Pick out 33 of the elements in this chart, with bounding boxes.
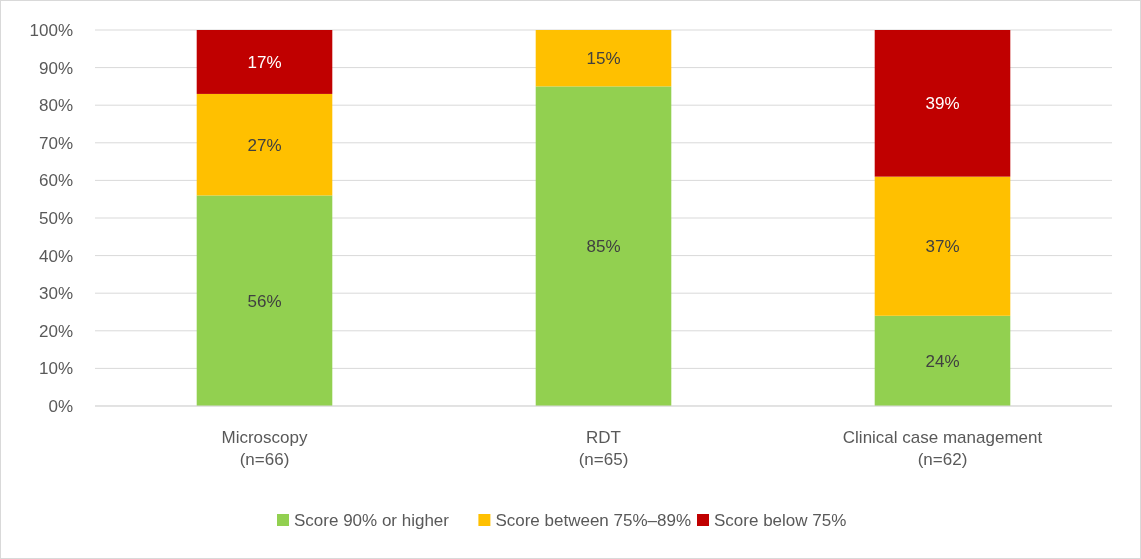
y-tick-label: 70% [38,133,73,153]
bar [196,195,333,406]
data-label: 17% [247,52,282,72]
x-tick-label: Clinical case management (n=62) [842,428,1043,469]
y-tick-label: 20% [38,321,73,341]
legend-label: Score between 75%–89% [495,510,692,530]
legend-label: Score 90% or higher [294,510,450,530]
legend-label: Score below 75% [714,510,847,530]
data-label: 15% [586,49,621,69]
data-label: 56% [247,291,282,311]
data-label: 85% [586,237,621,257]
bar [196,30,333,94]
data-label: 39% [925,94,960,114]
y-tick-label: 90% [38,58,73,78]
x-tick-label: RDT (n=65) [578,428,629,469]
bar [196,93,333,196]
y-tick-label: 60% [38,171,73,191]
y-tick-label: 80% [38,96,73,116]
data-label: 37% [925,237,960,257]
y-tick-label: 40% [38,246,73,266]
bar [535,86,672,406]
y-tick-label: 0% [48,396,73,416]
y-tick-label: 10% [38,359,73,379]
data-label: 27% [247,135,282,155]
bar [874,315,1011,406]
y-tick-label: 100% [29,20,73,40]
y-tick-label: 30% [38,284,73,304]
bar [874,30,1011,177]
y-tick-label: 50% [38,208,73,228]
bar [874,176,1011,316]
bar [535,30,672,87]
data-label: 24% [925,351,960,371]
x-tick-label: Microscopy (n=66) [221,428,308,469]
